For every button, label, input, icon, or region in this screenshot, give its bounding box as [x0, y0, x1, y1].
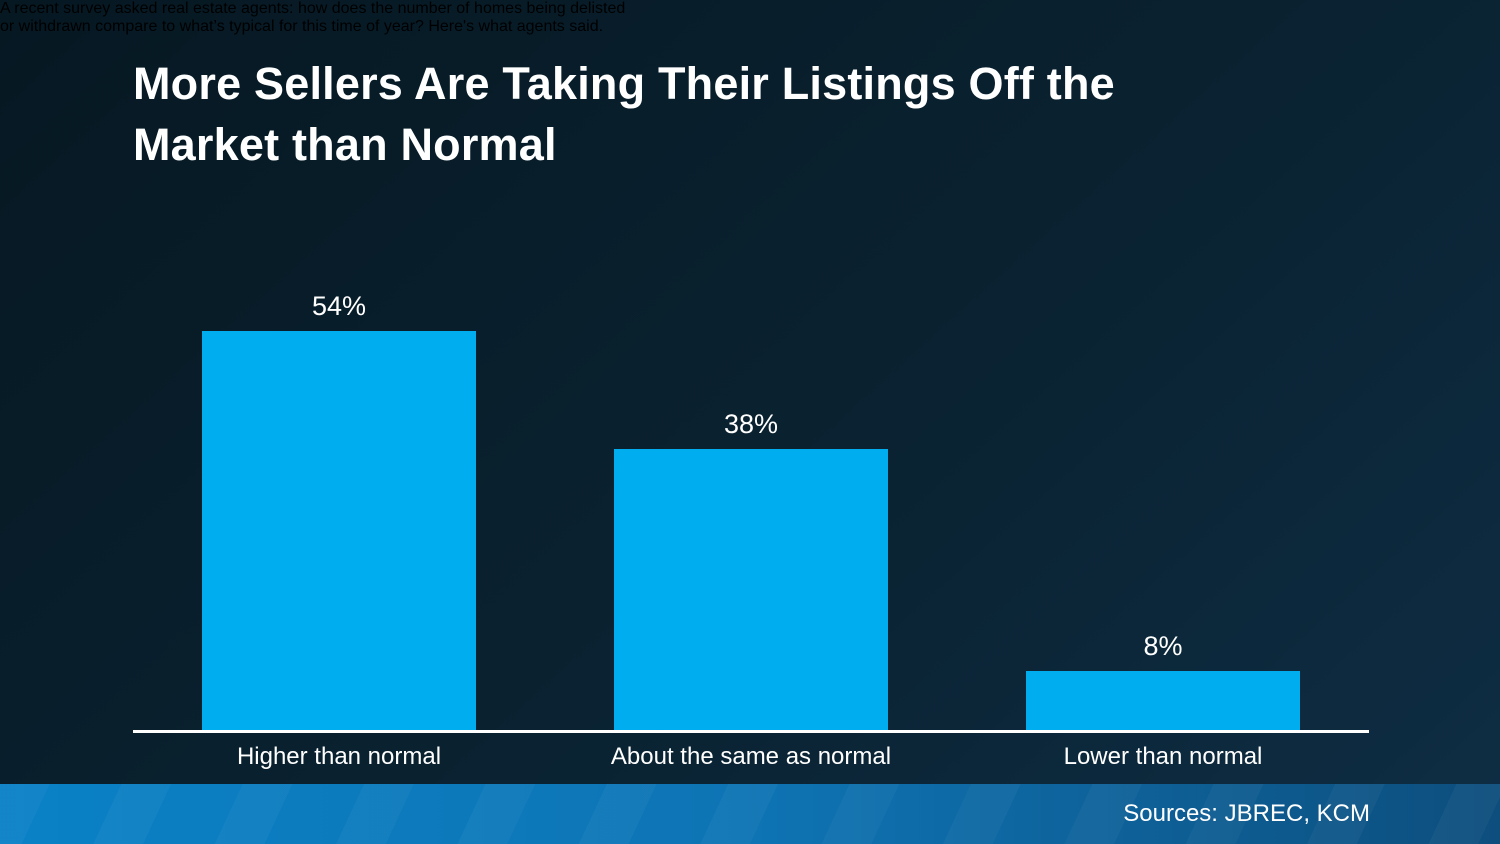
bar-chart: 54% 38% 8% [133, 270, 1369, 730]
subtitle-line-1: A recent survey asked real estate agents… [0, 0, 626, 17]
bar [202, 331, 476, 730]
page-title-line-2: Market than Normal [133, 119, 557, 170]
footer-bar: Sources: JBREC, KCM [0, 784, 1500, 844]
x-axis-label: Lower than normal [1063, 743, 1263, 770]
bar [614, 449, 888, 730]
bar-value-label: 54% [311, 291, 367, 321]
x-axis-line [133, 730, 1369, 733]
bar-group: 38% [545, 270, 957, 730]
bar-value-label: 8% [1143, 631, 1183, 661]
x-axis-label: Higher than normal [236, 743, 442, 770]
x-axis-label: About the same as normal [610, 743, 892, 770]
page-title-line-1: More Sellers Are Taking Their Listings O… [133, 58, 1115, 109]
bar-value-label: 38% [723, 409, 779, 439]
x-axis-labels: Higher than normal About the same as norm… [133, 743, 1369, 771]
bar-group: 8% [957, 270, 1369, 730]
bar [1026, 671, 1300, 730]
subtitle-line-2: or withdrawn compare to what’s typical f… [0, 18, 604, 35]
page-title: More Sellers Are Taking Their Listings O… [133, 53, 1373, 175]
sources-text: Sources: JBREC, KCM [1123, 800, 1370, 827]
bar-group: 54% [133, 270, 545, 730]
